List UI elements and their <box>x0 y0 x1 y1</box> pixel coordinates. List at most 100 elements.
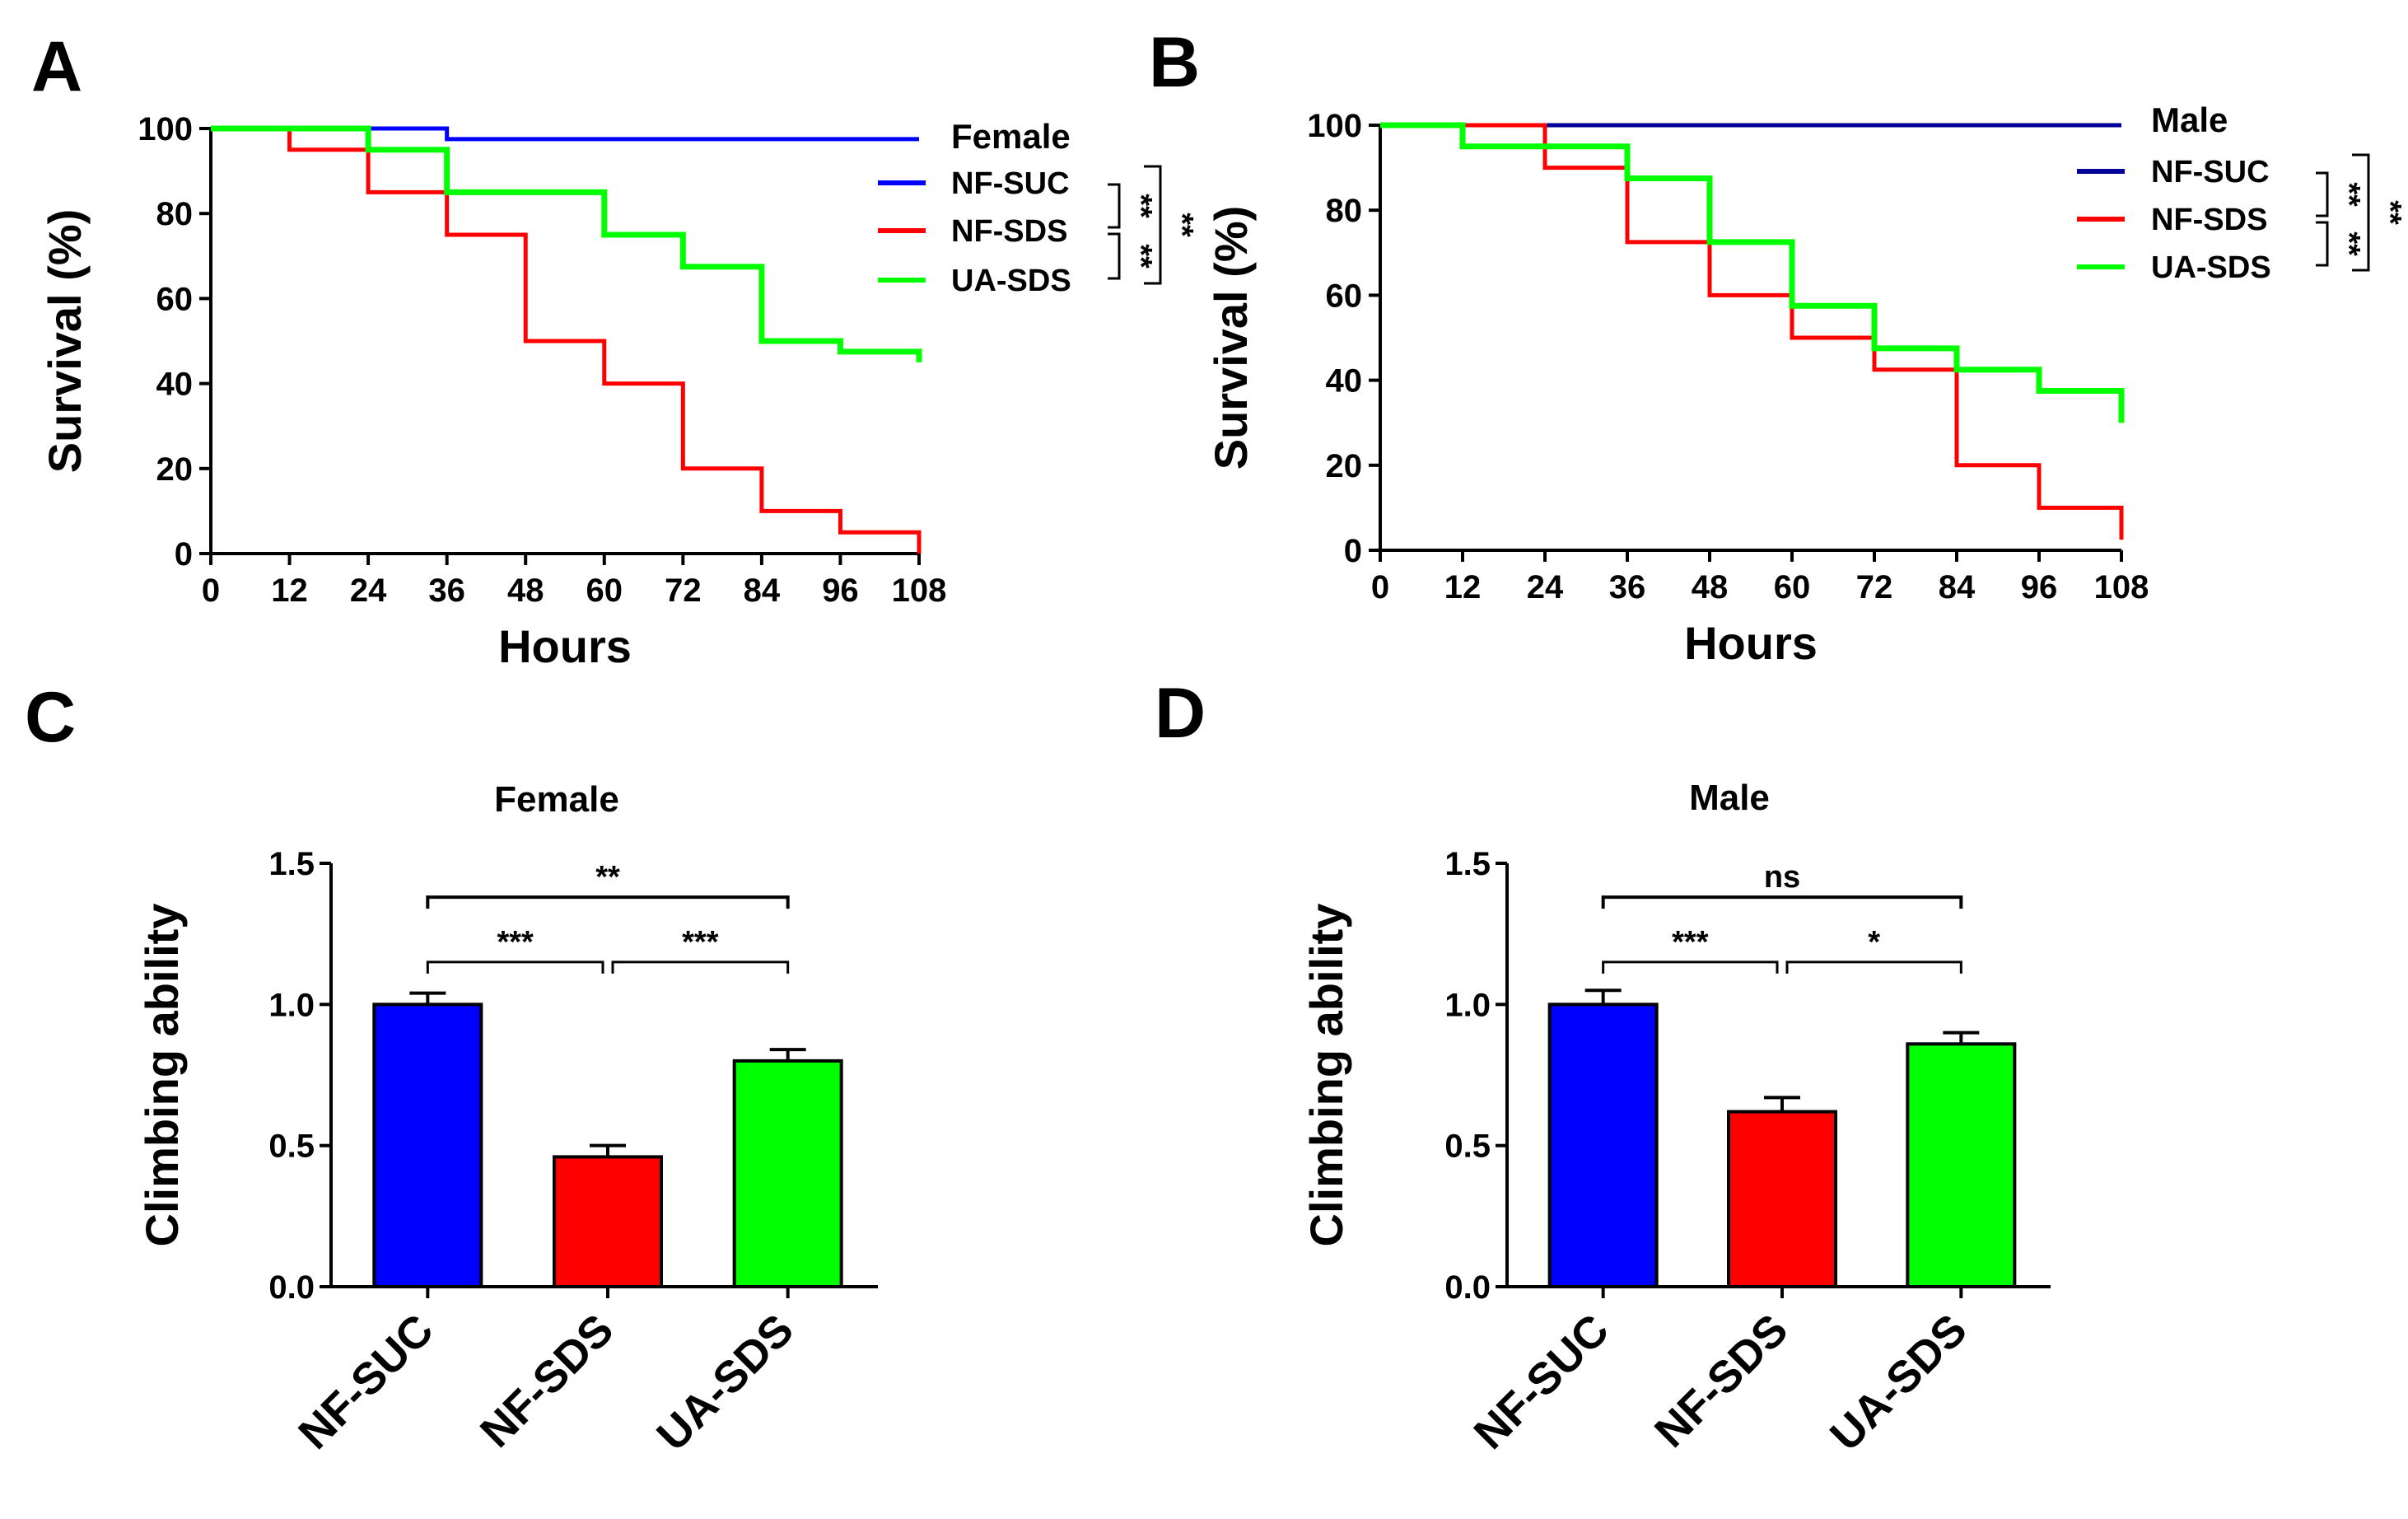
y-tick-label: 100 <box>1307 108 1362 144</box>
sig-bracket-3 <box>1601 895 1963 909</box>
y-axis-title: Climbing ability <box>1300 904 1352 1247</box>
category-label-ua-sds: UA-SDS <box>647 1305 803 1461</box>
x-tick-label: 60 <box>1774 569 1811 605</box>
bar-nf-suc <box>1547 1003 1659 1289</box>
panel-letter: A <box>31 27 82 106</box>
y-tick-label: 40 <box>156 367 194 403</box>
sig-bracket-1-label: *** <box>497 925 534 960</box>
category-label-nf-sds: NF-SDS <box>1645 1305 1798 1457</box>
sig-bracket-2-label: * <box>1868 925 1880 960</box>
y-tick-label: 20 <box>156 451 194 488</box>
category-label-ua-sds: UA-SDS <box>1821 1305 1976 1461</box>
legend-label-nf-sds: NF-SDS <box>951 214 1067 249</box>
chart-title: Male <box>1689 778 1770 818</box>
x-tick-label: 108 <box>2094 569 2149 605</box>
y-tick-label: 60 <box>156 281 194 317</box>
x-tick-label: 84 <box>1939 569 1976 605</box>
y-tick-label: 100 <box>138 111 193 147</box>
legend-label-nf-sds: NF-SDS <box>2151 203 2267 237</box>
x-tick-label: 36 <box>1609 569 1646 605</box>
sig-bracket-2-label: ** <box>2331 231 2366 256</box>
sig-bracket-2 <box>1785 960 1962 974</box>
sig-bracket-2 <box>2316 221 2329 267</box>
sig-bracket-2-label: ** <box>1123 244 1158 269</box>
series-line-ua-sds <box>211 125 922 362</box>
sig-bracket-2-label: *** <box>682 925 719 960</box>
sig-bracket-1 <box>1108 183 1121 229</box>
y-axis-title: Survival (%) <box>39 209 91 474</box>
series-line-nf-sds <box>1380 123 2124 540</box>
x-tick-label: 12 <box>271 573 308 609</box>
sig-bracket-2 <box>1108 232 1121 280</box>
y-tick-label: 0.0 <box>1444 1269 1491 1306</box>
legend-label-nf-suc: NF-SUC <box>951 166 1070 201</box>
category-label-nf-suc: NF-SUC <box>1464 1305 1618 1459</box>
y-tick-label: 1.0 <box>268 987 315 1023</box>
panel-D: D Male 0.0 0.5 1.0 1.5 Climbing ability NF-SUC N… <box>1155 674 2051 1461</box>
x-tick-label: 96 <box>2021 569 2058 605</box>
y-tick-label: 0.0 <box>268 1269 315 1306</box>
x-axis-title: Hours <box>498 620 632 672</box>
bar-ua-sds <box>732 1059 843 1289</box>
y-axis-title: Survival (%) <box>1205 206 1257 470</box>
panel-letter: D <box>1155 674 1206 753</box>
x-tick-label: 48 <box>507 573 544 609</box>
bar-nf-sds <box>553 1155 663 1288</box>
x-tick-label: 48 <box>1692 569 1729 605</box>
panel-A: A 0 20 40 60 80 100 0 12 24 36 48 60 72 84 96 108 Hours Su… <box>31 27 1199 672</box>
legend-label-ua-sds: UA-SDS <box>2151 250 2271 285</box>
bar-ua-sds <box>1906 1042 2017 1288</box>
x-tick-label: 72 <box>1856 569 1893 605</box>
x-tick-label: 24 <box>350 573 387 609</box>
sig-bracket-3-label: ns <box>1764 860 1800 895</box>
panel-letter: C <box>25 678 76 757</box>
legend-label-nf-suc: NF-SUC <box>2151 155 2270 189</box>
x-tick-label: 24 <box>1527 569 1564 605</box>
x-tick-label: 12 <box>1444 569 1482 605</box>
panel-C: C Female 0.0 0.5 1.0 1.5 Climbing ability NF-SU… <box>25 678 878 1461</box>
category-label-nf-sds: NF-SDS <box>471 1305 623 1457</box>
y-tick-label: 1.5 <box>1444 846 1491 882</box>
y-tick-label: 0 <box>1344 533 1362 569</box>
sig-bracket-3-label: ** <box>595 860 620 895</box>
y-tick-label: 1.5 <box>268 846 315 882</box>
y-tick-label: 80 <box>156 196 194 232</box>
sig-bracket-3 <box>426 895 790 909</box>
y-tick-label: 0.5 <box>268 1129 315 1165</box>
y-tick-label: 0 <box>175 536 193 573</box>
sig-bracket-3-label: ** <box>2373 200 2407 225</box>
sig-bracket-1 <box>426 960 604 974</box>
x-tick-label: 96 <box>822 573 859 609</box>
x-tick-label: 60 <box>586 573 623 609</box>
panel-letter: B <box>1149 23 1200 102</box>
sig-bracket-3 <box>1144 165 1162 285</box>
y-tick-label: 20 <box>1326 448 1363 484</box>
legend-label-ua-sds: UA-SDS <box>951 264 1071 298</box>
legend-title: Male <box>2151 100 2228 139</box>
sig-bracket-1-label: *** <box>1672 925 1709 960</box>
y-axis-title: Climbing ability <box>136 904 188 1247</box>
y-tick-label: 1.0 <box>1444 987 1491 1023</box>
sig-bracket-3 <box>2352 153 2370 272</box>
category-label-nf-suc: NF-SUC <box>289 1305 443 1459</box>
y-tick-label: 60 <box>1326 278 1363 314</box>
x-tick-label: 0 <box>1371 569 1389 605</box>
y-tick-label: 40 <box>1326 363 1363 400</box>
x-tick-label: 36 <box>428 573 465 609</box>
x-tick-label: 84 <box>744 573 781 609</box>
sig-bracket-3-label: ** <box>1164 213 1199 237</box>
chart-title: Female <box>494 779 619 820</box>
x-tick-label: 0 <box>202 573 220 609</box>
legend-title: Female <box>951 117 1071 156</box>
x-tick-label: 108 <box>892 573 947 609</box>
sig-bracket-1 <box>2316 171 2329 217</box>
sig-bracket-2 <box>611 960 790 974</box>
x-axis-title: Hours <box>1684 617 1818 669</box>
x-tick-label: 72 <box>665 573 702 609</box>
bar-nf-sds <box>1727 1110 1837 1288</box>
y-tick-label: 0.5 <box>1444 1129 1491 1165</box>
y-tick-label: 80 <box>1326 193 1363 229</box>
sig-bracket-1-label: ** <box>1123 194 1158 218</box>
panel-B: B 0 20 40 60 80 100 0 12 24 36 48 60 72 84 96 108 Hours Su… <box>1149 23 2407 669</box>
